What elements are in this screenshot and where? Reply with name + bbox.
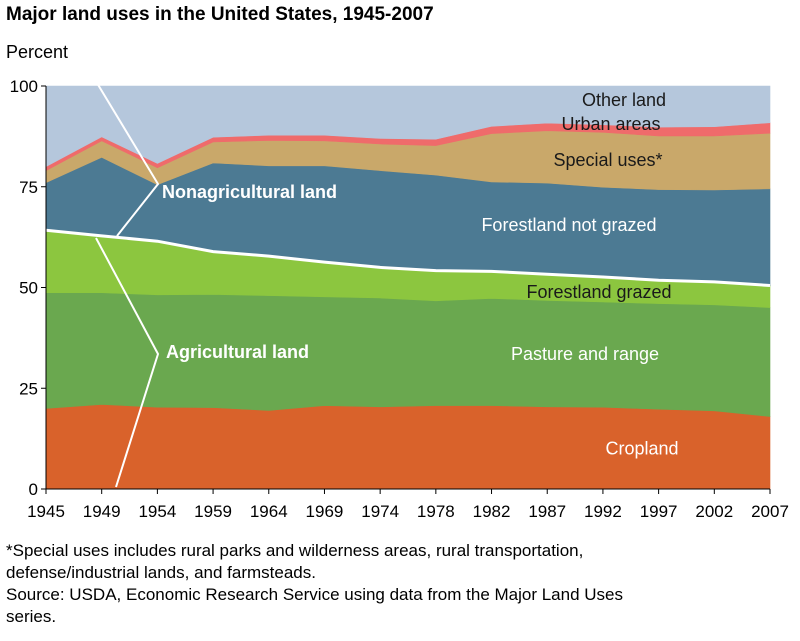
x-tick-label: 1978	[417, 502, 455, 521]
nonagricultural-leader-line	[96, 82, 160, 237]
x-tick-label: 2002	[695, 502, 733, 521]
x-tick-label: 1987	[528, 502, 566, 521]
x-tick-label: 2007	[751, 502, 789, 521]
series-label: Forestland grazed	[526, 282, 671, 302]
x-tick-label: 1954	[138, 502, 176, 521]
chart-title: Major land uses in the United States, 19…	[6, 4, 434, 25]
series-label: Cropland	[605, 439, 678, 459]
x-tick-label: 1945	[27, 502, 65, 521]
area-pasture-and-range	[45, 292, 771, 417]
footnote-line: *Special uses includes rural parks and w…	[6, 541, 584, 560]
x-tick-label: 1982	[473, 502, 511, 521]
y-tick-label: 0	[29, 480, 38, 499]
footnote: *Special uses includes rural parks and w…	[6, 540, 796, 628]
y-tick-label: 75	[19, 178, 38, 197]
y-tick-label: 50	[19, 279, 38, 298]
x-tick-label: 1949	[83, 502, 121, 521]
agricultural-boundary-line	[45, 228, 771, 287]
series-label: Pasture and range	[511, 344, 659, 364]
footnote-line: defense/industrial lands, and farmsteads…	[6, 563, 316, 582]
series-label: Other land	[582, 90, 666, 110]
x-tick-label: 1959	[194, 502, 232, 521]
series-label: Urban areas	[561, 114, 660, 134]
stacked-area-chart: 0 25 50 75 100 1945 1949 1954 1959 1964 1969 1974 19…	[10, 77, 789, 521]
x-tick-label: 1997	[640, 502, 678, 521]
x-tick-label: 1974	[361, 502, 399, 521]
y-tick-label: 100	[10, 77, 38, 96]
x-tick-label: 1964	[250, 502, 288, 521]
nonagricultural-land-label: Nonagricultural land	[162, 182, 337, 202]
y-tick-label: 25	[19, 379, 38, 398]
series-label: Forestland not grazed	[481, 215, 656, 235]
agricultural-leader-line	[95, 237, 160, 488]
series-label: Special uses*	[553, 150, 662, 170]
y-axis-label: Percent	[6, 42, 69, 62]
footnote-line: Source: USDA, Economic Research Service …	[6, 585, 623, 604]
footnote-line: series.	[6, 607, 57, 626]
agricultural-land-label: Agricultural land	[166, 342, 309, 362]
x-tick-label: 1969	[306, 502, 344, 521]
x-tick-label: 1992	[584, 502, 622, 521]
area-other-land	[45, 85, 771, 168]
